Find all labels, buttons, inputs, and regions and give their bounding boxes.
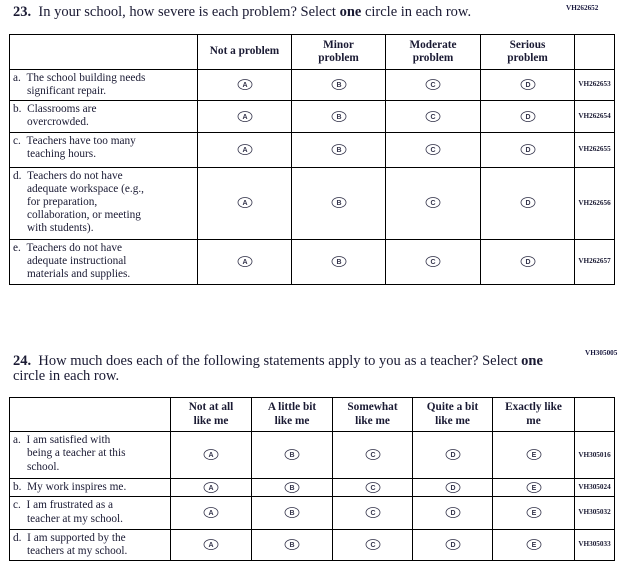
svg-text:D: D bbox=[525, 201, 530, 208]
svg-text:C: C bbox=[430, 82, 435, 89]
svg-text:B: B bbox=[289, 485, 294, 492]
svg-text:B: B bbox=[336, 114, 341, 121]
svg-text:C: C bbox=[430, 147, 435, 154]
svg-text:A: A bbox=[208, 453, 213, 460]
svg-text:C: C bbox=[430, 259, 435, 266]
svg-text:D: D bbox=[525, 82, 530, 89]
svg-text:C: C bbox=[430, 114, 435, 121]
svg-text:A: A bbox=[208, 510, 213, 517]
svg-text:A: A bbox=[242, 259, 247, 266]
svg-text:B: B bbox=[336, 259, 341, 266]
svg-text:D: D bbox=[525, 259, 530, 266]
svg-text:C: C bbox=[370, 510, 375, 517]
svg-text:E: E bbox=[531, 542, 536, 549]
svg-text:B: B bbox=[289, 542, 294, 549]
svg-text:D: D bbox=[450, 510, 455, 517]
svg-text:D: D bbox=[450, 485, 455, 492]
svg-text:B: B bbox=[289, 453, 294, 460]
svg-text:B: B bbox=[336, 147, 341, 154]
svg-text:E: E bbox=[531, 485, 536, 492]
svg-text:D: D bbox=[525, 147, 530, 154]
svg-text:A: A bbox=[242, 82, 247, 89]
svg-text:E: E bbox=[531, 453, 536, 460]
svg-text:A: A bbox=[208, 485, 213, 492]
svg-text:D: D bbox=[525, 114, 530, 121]
svg-text:A: A bbox=[242, 147, 247, 154]
svg-text:B: B bbox=[289, 510, 294, 517]
svg-text:C: C bbox=[370, 453, 375, 460]
svg-text:D: D bbox=[450, 542, 455, 549]
svg-text:A: A bbox=[242, 201, 247, 208]
svg-text:B: B bbox=[336, 82, 341, 89]
svg-text:D: D bbox=[450, 453, 455, 460]
svg-text:A: A bbox=[242, 114, 247, 121]
svg-text:C: C bbox=[430, 201, 435, 208]
svg-text:B: B bbox=[336, 201, 341, 208]
svg-text:C: C bbox=[370, 542, 375, 549]
svg-text:A: A bbox=[208, 542, 213, 549]
svg-text:E: E bbox=[531, 510, 536, 517]
svg-text:C: C bbox=[370, 485, 375, 492]
